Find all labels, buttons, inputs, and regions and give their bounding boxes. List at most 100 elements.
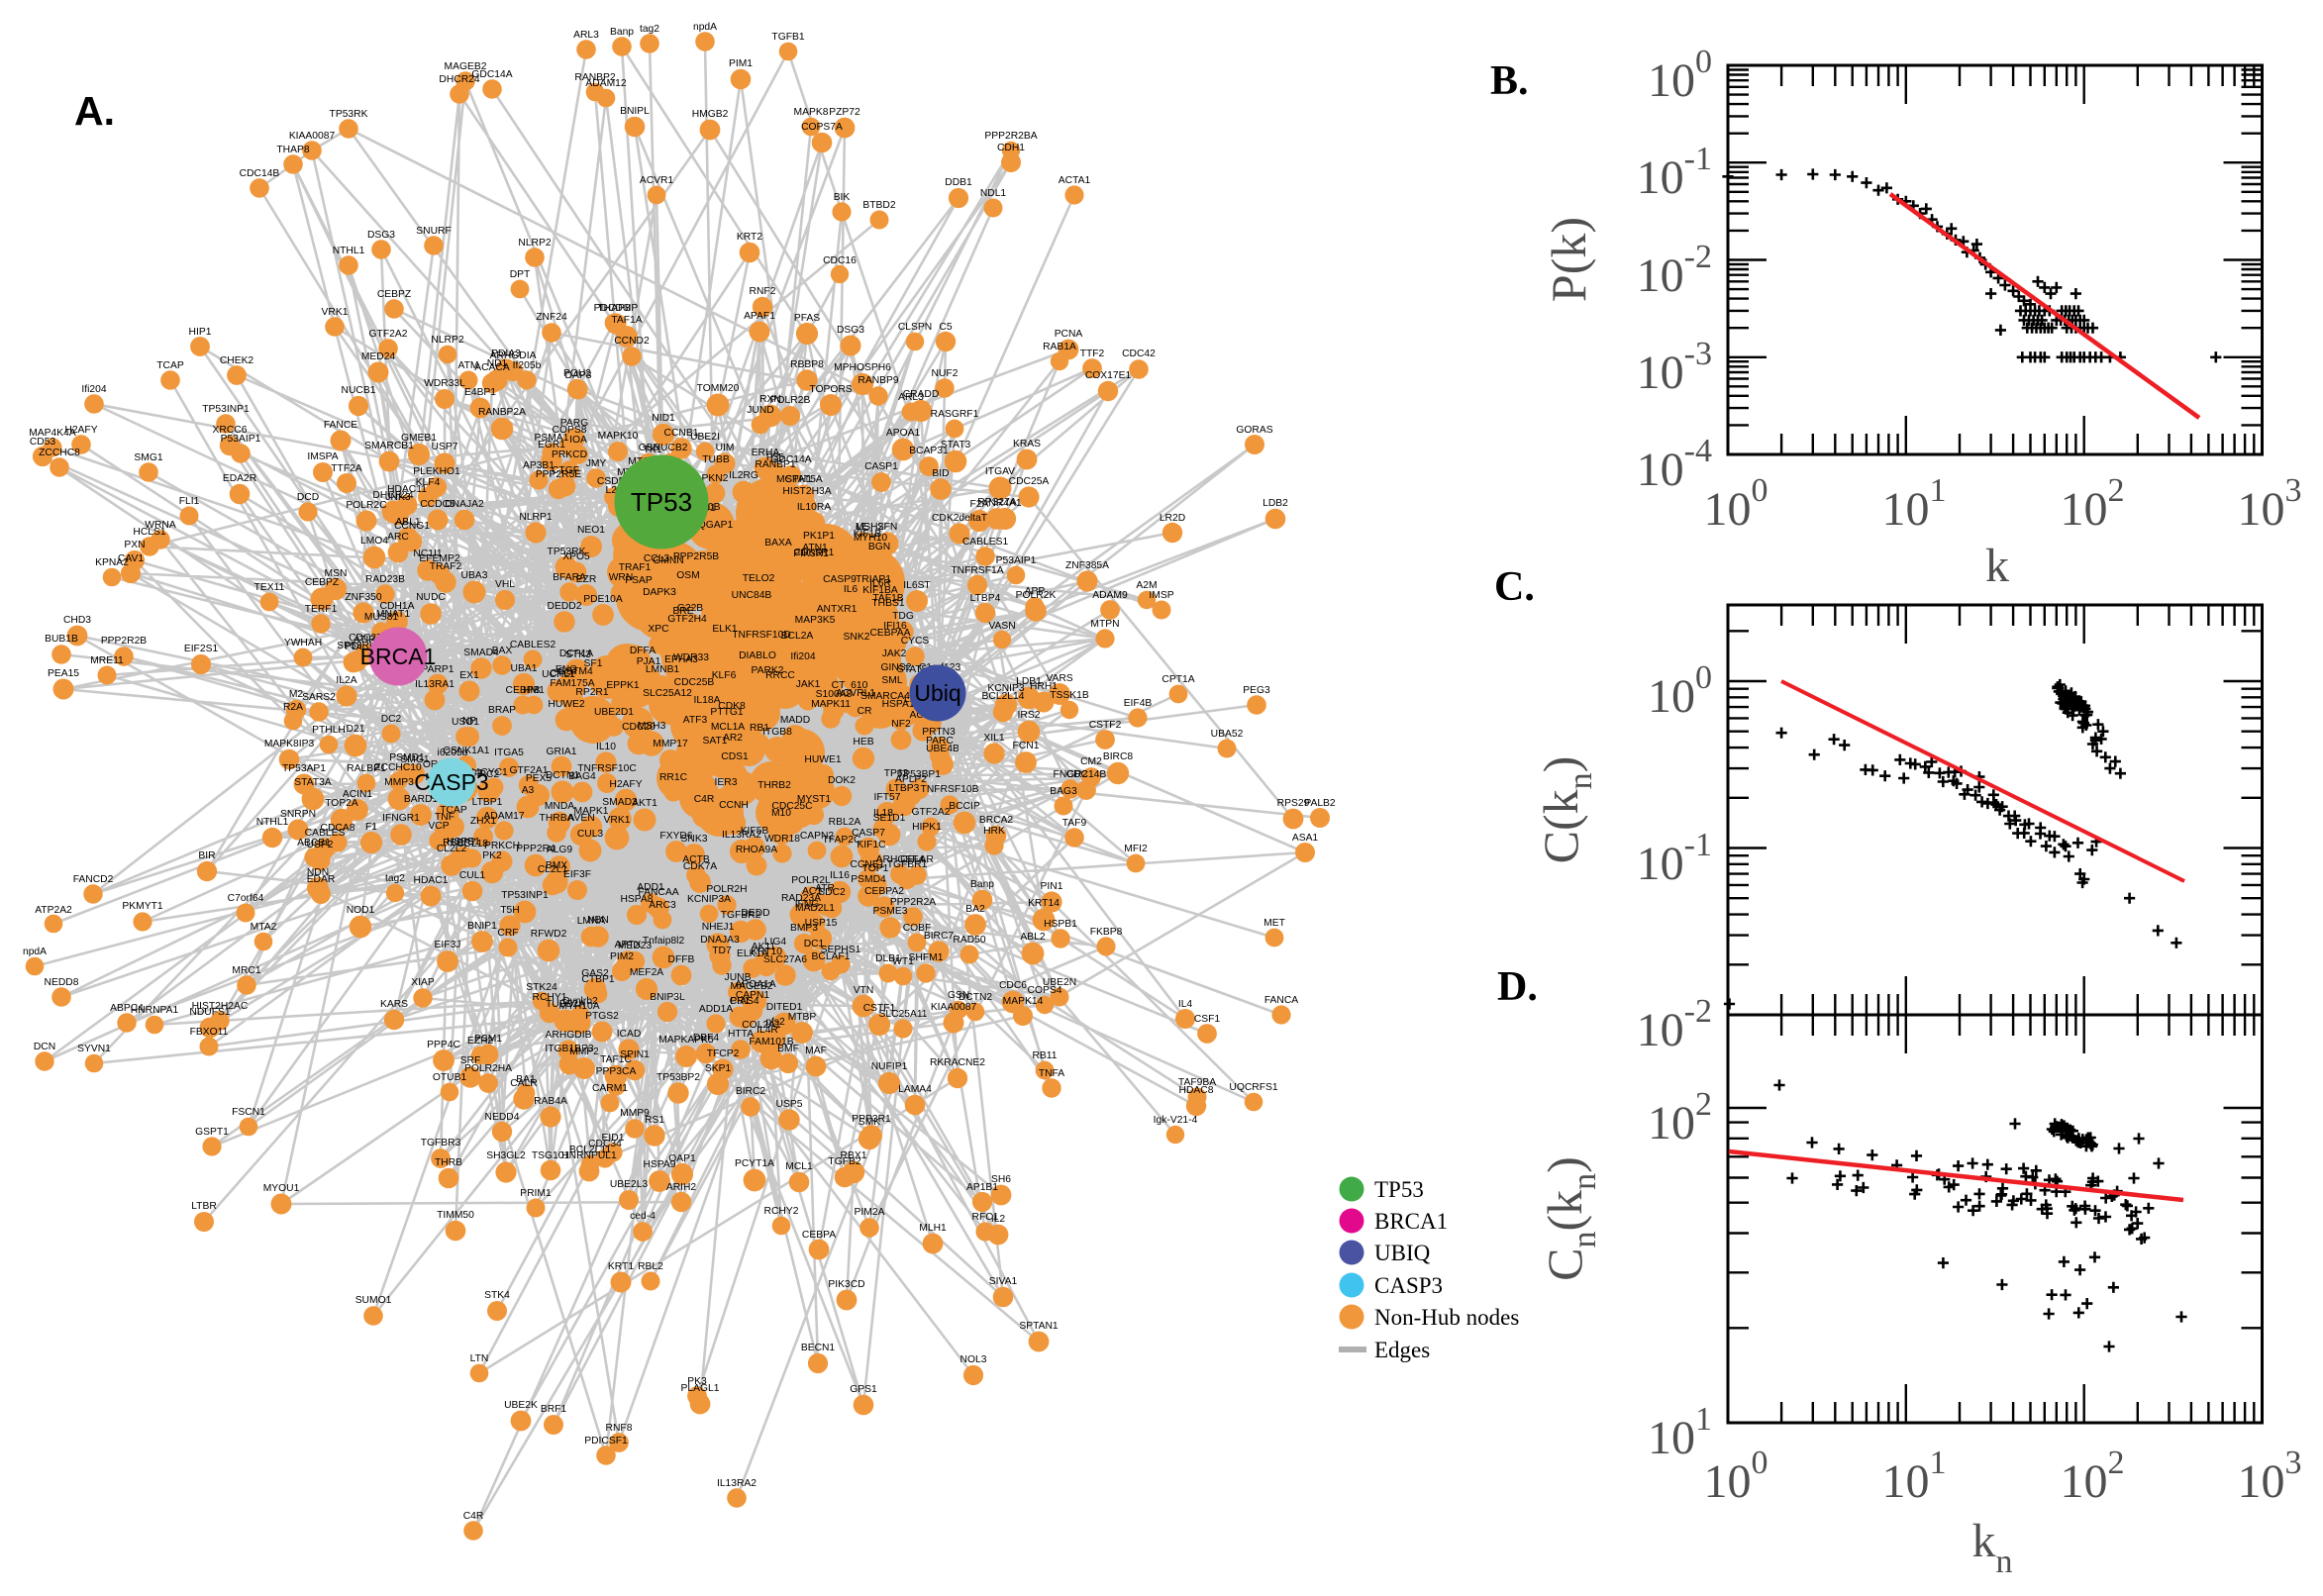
svg-text:RR1C: RR1C bbox=[659, 772, 688, 783]
svg-text:TP53AP1: TP53AP1 bbox=[282, 763, 326, 774]
svg-text:HNRNPUL1: HNRNPUL1 bbox=[561, 1150, 617, 1161]
svg-text:CHEK2: CHEK2 bbox=[220, 355, 254, 366]
svg-text:ABL1: ABL1 bbox=[395, 517, 420, 528]
svg-text:TK1: TK1 bbox=[644, 445, 662, 455]
svg-text:PEG3: PEG3 bbox=[1243, 685, 1270, 696]
svg-text:SP53RK: SP53RK bbox=[337, 641, 376, 651]
svg-text:CALR: CALR bbox=[510, 1078, 537, 1089]
svg-text:PPP2R2BA: PPP2R2BA bbox=[984, 131, 1037, 142]
svg-text:UNC84B: UNC84B bbox=[732, 590, 772, 601]
svg-text:BRF1: BRF1 bbox=[541, 1404, 567, 1415]
svg-text:DSG3: DSG3 bbox=[837, 325, 864, 336]
svg-text:THAP8: THAP8 bbox=[276, 145, 309, 155]
svg-text:TSG101: TSG101 bbox=[532, 1150, 570, 1161]
svg-text:MAPK8: MAPK8 bbox=[794, 107, 829, 118]
svg-text:MAPK11: MAPK11 bbox=[811, 699, 851, 710]
svg-text:CABLES1: CABLES1 bbox=[962, 537, 1009, 548]
svg-text:PIM1: PIM1 bbox=[729, 58, 753, 69]
svg-text:TOPORS: TOPORS bbox=[809, 384, 852, 395]
svg-text:THRB2: THRB2 bbox=[758, 780, 791, 791]
svg-text:ATP2A2: ATP2A2 bbox=[35, 905, 72, 916]
svg-text:SUMO1: SUMO1 bbox=[355, 1295, 392, 1306]
svg-text:KIF5B: KIF5B bbox=[741, 826, 769, 837]
svg-text:BAXA: BAXA bbox=[764, 538, 792, 549]
svg-text:KPNA2: KPNA2 bbox=[95, 557, 129, 568]
svg-text:RAB1A: RAB1A bbox=[1043, 342, 1076, 352]
svg-text:MADD: MADD bbox=[780, 715, 810, 726]
svg-text:ITGA5: ITGA5 bbox=[494, 748, 524, 758]
svg-text:TNFRSF10B: TNFRSF10B bbox=[921, 784, 979, 795]
svg-text:CEBPAA: CEBPAA bbox=[869, 628, 910, 639]
svg-text:SH3GL2: SH3GL2 bbox=[486, 1150, 526, 1161]
svg-text:SEPHS1: SEPHS1 bbox=[821, 945, 861, 955]
svg-text:USP15: USP15 bbox=[805, 918, 838, 929]
svg-text:HDAC8: HDAC8 bbox=[1179, 1085, 1214, 1096]
svg-text:C4R: C4R bbox=[694, 794, 715, 805]
svg-text:NLRP2: NLRP2 bbox=[431, 335, 463, 346]
svg-text:RC2: RC2 bbox=[479, 769, 500, 780]
svg-text:CDCA8: CDCA8 bbox=[321, 823, 355, 834]
svg-text:CTBP1: CTBP1 bbox=[581, 974, 614, 985]
svg-text:SF1: SF1 bbox=[584, 658, 603, 669]
svg-text:SMARCB1: SMARCB1 bbox=[364, 441, 414, 451]
svg-text:ENG: ENG bbox=[556, 664, 577, 675]
svg-text:PFAS: PFAS bbox=[794, 313, 820, 324]
svg-text:KCNIP3A: KCNIP3A bbox=[687, 894, 731, 905]
svg-text:CR: CR bbox=[858, 706, 872, 717]
svg-text:STAT5AA: STAT5AA bbox=[897, 664, 941, 675]
svg-text:CCDC5: CCDC5 bbox=[420, 499, 455, 510]
svg-text:CDC34: CDC34 bbox=[588, 1139, 622, 1149]
svg-text:JAK1: JAK1 bbox=[796, 679, 821, 690]
svg-text:BNIPL: BNIPL bbox=[620, 106, 650, 117]
svg-text:ARC3: ARC3 bbox=[649, 900, 676, 911]
svg-text:E4BP1: E4BP1 bbox=[464, 387, 496, 398]
svg-text:CEBPA: CEBPA bbox=[802, 1230, 836, 1241]
svg-text:ARC: ARC bbox=[387, 532, 409, 543]
svg-text:IL18A: IL18A bbox=[694, 695, 721, 706]
svg-text:MED24: MED24 bbox=[361, 351, 396, 362]
svg-text:RCHY2: RCHY2 bbox=[764, 1206, 799, 1217]
svg-text:CEBPZ: CEBPZ bbox=[305, 577, 339, 588]
svg-text:HMGB2: HMGB2 bbox=[692, 109, 729, 120]
svg-text:PDCD6IP: PDCD6IP bbox=[594, 303, 639, 314]
svg-text:STK3: STK3 bbox=[565, 649, 591, 660]
svg-text:MAF: MAF bbox=[805, 1046, 827, 1056]
svg-text:CHD3: CHD3 bbox=[63, 615, 91, 626]
svg-text:HSPB1: HSPB1 bbox=[1044, 919, 1077, 930]
svg-text:FANCAA: FANCAA bbox=[638, 887, 678, 898]
svg-text:STK24: STK24 bbox=[526, 982, 557, 993]
svg-text:DNAJA2: DNAJA2 bbox=[445, 499, 484, 510]
svg-text:MAPK8IP3: MAPK8IP3 bbox=[264, 739, 315, 749]
svg-text:VCP: VCP bbox=[428, 821, 449, 832]
svg-text:OAP1: OAP1 bbox=[668, 1153, 696, 1164]
svg-text:TFCP2: TFCP2 bbox=[707, 1048, 740, 1059]
svg-text:NP: NP bbox=[462, 716, 476, 727]
svg-text:LTBP3: LTBP3 bbox=[889, 783, 920, 794]
svg-text:UBE2K: UBE2K bbox=[504, 1400, 538, 1411]
svg-text:PIK3R1: PIK3R1 bbox=[793, 549, 829, 559]
svg-text:DSG3: DSG3 bbox=[367, 230, 395, 241]
svg-text:CSNK1A1: CSNK1A1 bbox=[444, 746, 490, 756]
svg-text:MYH10A: MYH10A bbox=[558, 1001, 599, 1012]
svg-text:LTBP1: LTBP1 bbox=[472, 797, 503, 808]
svg-text:TD7: TD7 bbox=[712, 946, 732, 956]
svg-text:MTPN: MTPN bbox=[1090, 619, 1119, 630]
svg-text:OTUB1: OTUB1 bbox=[433, 1072, 467, 1083]
svg-text:ADAM12: ADAM12 bbox=[585, 78, 626, 89]
svg-text:PK3: PK3 bbox=[687, 1376, 707, 1387]
svg-text:XRCC6: XRCC6 bbox=[213, 425, 248, 436]
svg-text:IL18: IL18 bbox=[873, 808, 893, 819]
svg-text:KIAA0087: KIAA0087 bbox=[289, 131, 336, 142]
svg-text:PIAS4: PIAS4 bbox=[730, 996, 758, 1007]
svg-text:BIRC8: BIRC8 bbox=[1103, 751, 1134, 762]
svg-text:UBE2L3: UBE2L3 bbox=[610, 1179, 649, 1190]
svg-text:TIMM50: TIMM50 bbox=[437, 1210, 474, 1221]
svg-text:HRK: HRK bbox=[983, 826, 1005, 837]
svg-text:CDC25C: CDC25C bbox=[771, 801, 813, 812]
svg-text:WDR33: WDR33 bbox=[673, 652, 709, 663]
svg-text:IER3: IER3 bbox=[715, 777, 738, 788]
svg-text:S100A8: S100A8 bbox=[816, 689, 853, 700]
svg-text:EID1: EID1 bbox=[602, 1133, 625, 1144]
svg-text:ATF3: ATF3 bbox=[683, 715, 708, 726]
svg-text:DAP3: DAP3 bbox=[565, 370, 592, 381]
